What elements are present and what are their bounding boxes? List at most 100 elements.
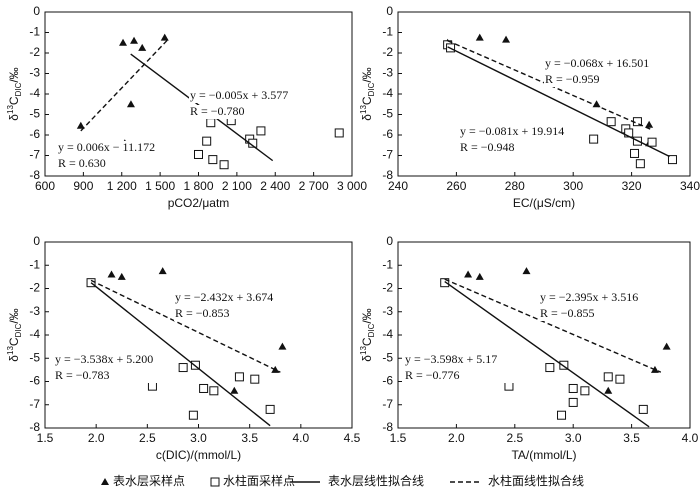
y-tick-label: -2	[29, 281, 40, 295]
square-point	[188, 410, 198, 420]
x-tick-label: 600	[35, 179, 55, 193]
y-tick-label: -3	[382, 66, 393, 80]
x-tick-label: 1 200	[107, 179, 137, 193]
square-point	[234, 372, 244, 382]
square-point	[647, 137, 657, 147]
square-point	[630, 148, 640, 158]
square-point	[208, 155, 218, 165]
x-tick-label: 320	[622, 179, 642, 193]
square-point	[250, 374, 260, 384]
annotation: R = 0.630	[58, 156, 106, 170]
x-axis-label: TA/(mmol/L)	[511, 448, 576, 462]
x-tick-label: 2 400	[260, 179, 290, 193]
square-point	[334, 128, 344, 138]
fit-line	[90, 279, 281, 373]
square-point	[256, 126, 266, 136]
triangle-point	[126, 100, 135, 108]
legend-label: 水柱面采样点	[223, 473, 295, 488]
annotation-bg	[57, 157, 175, 171]
square-point	[219, 160, 229, 170]
y-tick-label: -7	[29, 148, 40, 162]
y-axis-label-part: DIC	[14, 323, 23, 337]
triangle-point	[604, 386, 613, 394]
y-axis-label-part: C	[7, 96, 21, 105]
y-tick-label: -8	[29, 168, 40, 182]
y-tick-label: 0	[33, 4, 40, 18]
triangle-point	[278, 342, 287, 350]
y-tick-label: -8	[29, 420, 40, 434]
square-point	[667, 155, 677, 165]
y-axis-label-part: C	[360, 337, 374, 346]
square-point	[194, 149, 203, 159]
y-tick-label: -7	[382, 148, 393, 162]
triangle-point	[645, 120, 654, 128]
y-tick-label: -5	[382, 107, 393, 121]
square-point	[568, 383, 578, 393]
x-tick-label: 240	[388, 179, 408, 193]
square-point	[206, 118, 216, 128]
triangle-point	[107, 270, 116, 278]
triangle-point	[662, 342, 671, 350]
legend-triangle	[101, 478, 109, 485]
fit-line	[444, 278, 662, 373]
y-axis-label-part: C	[360, 96, 374, 105]
y-axis-label-part: DIC	[367, 323, 376, 337]
annotation: y = −0.081x + 19.914	[460, 124, 564, 138]
x-tick-label: 2.5	[139, 431, 156, 445]
y-tick-label: -4	[382, 327, 393, 341]
legend-label: 水柱面线性拟合线	[488, 473, 584, 488]
annotation: R = −0.776	[405, 368, 460, 382]
square-point	[635, 159, 645, 169]
x-tick-label: 1 800	[183, 179, 213, 193]
y-axis-label: δ13CDIC/‰	[6, 308, 23, 361]
square-point	[606, 117, 616, 127]
y-tick-label: -1	[29, 257, 40, 271]
y-axis-label-part: /‰	[360, 67, 374, 82]
triangle-point	[522, 267, 531, 275]
square-point	[199, 383, 209, 393]
fit-line	[90, 282, 271, 427]
x-tick-label: 300	[563, 179, 583, 193]
y-axis-label-part: /‰	[7, 308, 21, 323]
square-point	[589, 134, 599, 144]
y-tick-label: -2	[29, 45, 40, 59]
square-point	[580, 386, 590, 396]
y-tick-label: -8	[382, 168, 393, 182]
x-axis-label: c(DIC)/(mmol/L)	[156, 448, 241, 462]
triangle-point	[475, 272, 484, 280]
annotation: y = −2.432x + 3.674	[175, 290, 273, 304]
fit-line	[444, 280, 650, 428]
annotation-bg	[459, 125, 577, 139]
x-tick-label: 2.0	[88, 431, 105, 445]
x-tick-label: 2.5	[506, 431, 523, 445]
y-axis-label-part: C	[7, 337, 21, 346]
annotation: R = −0.959	[545, 72, 600, 86]
y-tick-label: -5	[382, 350, 393, 364]
triangle-point	[138, 43, 147, 51]
triangle-point	[130, 36, 139, 44]
triangle-point	[119, 38, 128, 46]
y-axis-label-part: 13	[6, 346, 15, 355]
fit-line	[447, 46, 670, 158]
y-tick-label: 0	[386, 4, 393, 18]
triangle-point	[230, 386, 239, 394]
y-axis-label-part: DIC	[367, 82, 376, 96]
annotation-bg	[539, 291, 657, 305]
x-tick-label: 4.0	[682, 431, 699, 445]
triangle-point	[475, 33, 484, 41]
y-axis-label: δ13CDIC/‰	[359, 67, 376, 120]
y-tick-label: -1	[382, 257, 393, 271]
x-tick-label: 3.5	[241, 431, 258, 445]
y-tick-label: -4	[382, 86, 393, 100]
annotation-bg	[54, 369, 172, 383]
square-point	[545, 363, 555, 373]
x-tick-label: 1.5	[390, 431, 407, 445]
y-tick-label: -5	[29, 107, 40, 121]
annotation-bg	[189, 105, 307, 119]
annotation: y = −0.005x + 3.577	[190, 88, 288, 102]
triangle-point	[117, 272, 126, 280]
y-axis-label: δ13CDIC/‰	[6, 67, 23, 120]
square-point	[440, 278, 450, 288]
square-point	[178, 363, 188, 373]
